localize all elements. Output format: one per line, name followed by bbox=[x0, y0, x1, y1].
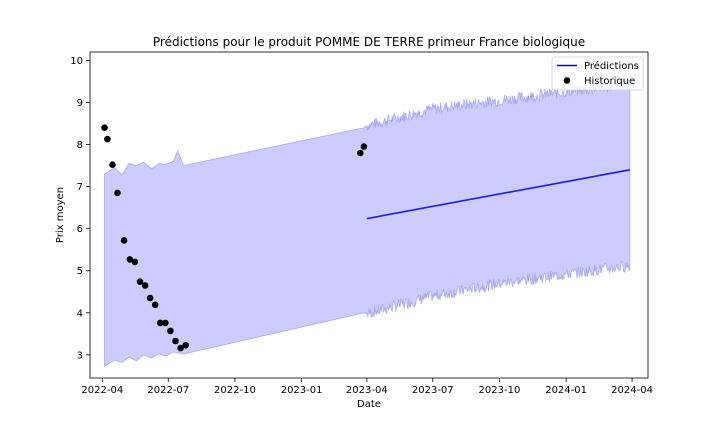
history-point bbox=[120, 237, 128, 244]
history-point bbox=[101, 124, 108, 131]
y-tick-label: 7 bbox=[77, 182, 83, 193]
legend-dot-swatch bbox=[563, 77, 571, 84]
y-tick-label: 4 bbox=[77, 308, 83, 319]
history-point bbox=[146, 294, 154, 302]
history-point bbox=[172, 337, 179, 345]
history-point bbox=[182, 341, 189, 349]
history-point bbox=[109, 161, 116, 168]
legend: Prédictions Historique bbox=[551, 56, 644, 91]
y-tick-label: 5 bbox=[77, 266, 83, 277]
y-tick-label: 8 bbox=[77, 140, 83, 151]
y-axis-title: Prix moyen bbox=[55, 187, 66, 243]
x-axis-title: Date bbox=[357, 399, 381, 410]
axes: 2022-04 2022-07 2022-10 2023-01 2023-04 2023-… bbox=[70, 51, 653, 396]
y-tick-label: 6 bbox=[77, 224, 83, 235]
legend-label: Prédictions bbox=[584, 60, 639, 72]
history-point bbox=[136, 278, 144, 286]
y-tick-label: 3 bbox=[77, 350, 83, 361]
x-tick-label: 2022-04 bbox=[81, 385, 123, 396]
history-point bbox=[131, 258, 139, 266]
history-point bbox=[141, 282, 149, 289]
y-tick-label: 10 bbox=[70, 56, 83, 67]
history-point bbox=[360, 143, 368, 150]
history-point bbox=[126, 256, 134, 263]
x-tick-label: 2024-04 bbox=[611, 385, 653, 396]
x-tick-label: 2023-10 bbox=[479, 385, 521, 396]
history-point bbox=[162, 319, 169, 327]
plot-area bbox=[101, 78, 631, 367]
legend-label: Historique bbox=[584, 76, 635, 87]
history-point bbox=[151, 301, 159, 309]
history-point bbox=[157, 319, 164, 327]
x-tick-label: 2024-01 bbox=[545, 385, 587, 396]
chart-title: Prédictions pour le produit POMME DE TER… bbox=[153, 35, 585, 49]
history-point bbox=[104, 135, 111, 143]
history-point bbox=[357, 149, 364, 157]
x-tick-label: 2023-04 bbox=[346, 385, 388, 396]
prediction-line bbox=[366, 169, 631, 220]
history-point bbox=[167, 327, 174, 335]
plot-frame bbox=[89, 51, 649, 379]
x-tick-label: 2022-07 bbox=[147, 385, 189, 396]
prediction-interval-band bbox=[104, 78, 631, 367]
y-tick-label: 9 bbox=[77, 98, 83, 109]
x-tick-label: 2023-07 bbox=[412, 385, 454, 396]
x-tick-label: 2023-01 bbox=[281, 385, 323, 396]
history-point bbox=[114, 189, 121, 197]
history-point bbox=[177, 344, 184, 352]
x-tick-label: 2022-10 bbox=[214, 385, 256, 396]
